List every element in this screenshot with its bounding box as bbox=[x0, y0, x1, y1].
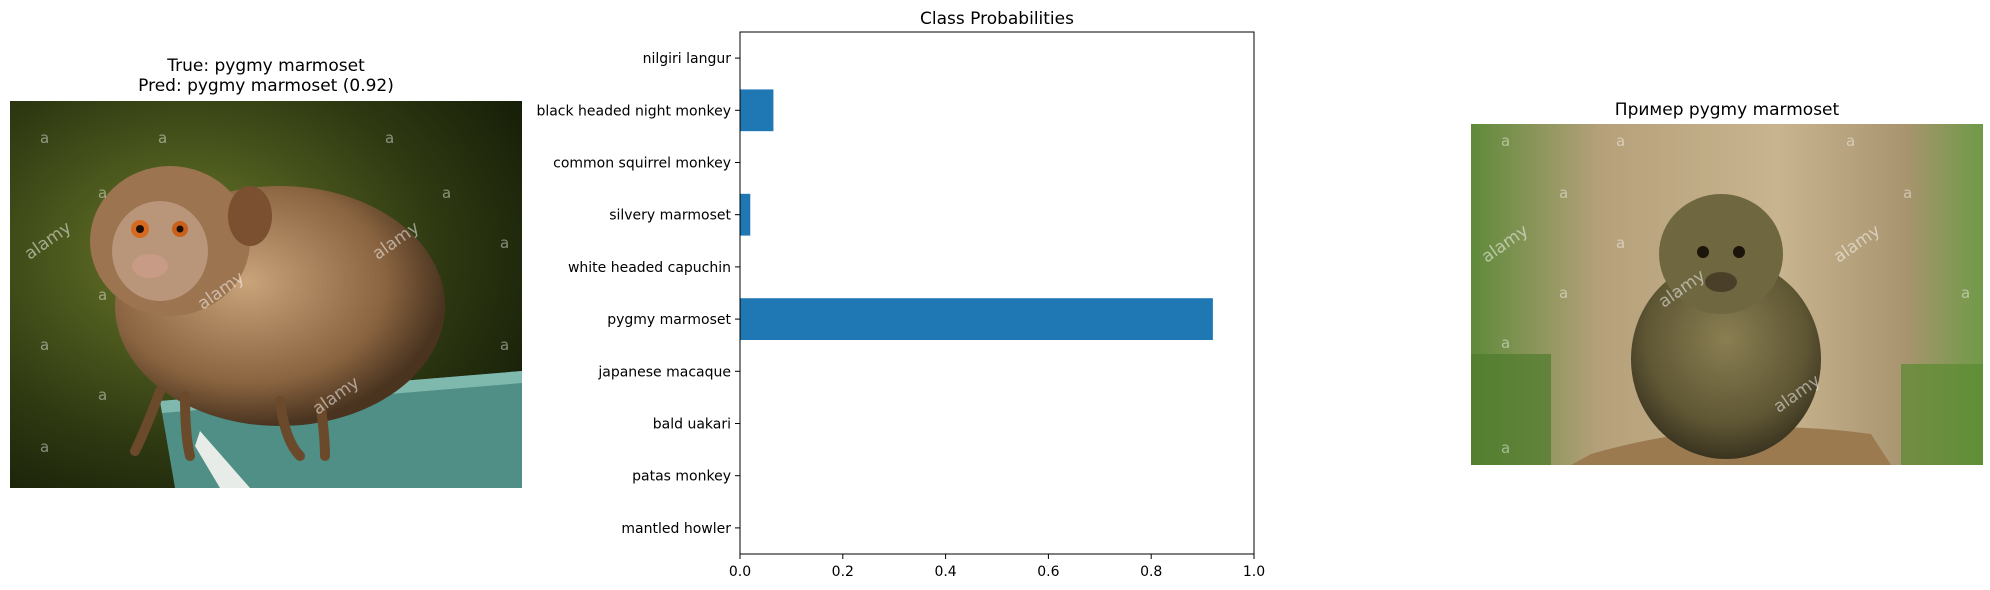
marmoset-example-photo-icon bbox=[1471, 124, 1983, 465]
wm-letter: a bbox=[98, 286, 108, 304]
example-photo: a a a a a a a a a a alamy alamy alamy al… bbox=[1471, 124, 1983, 465]
bar-silvery-marmoset bbox=[740, 193, 751, 236]
wm-letter: a bbox=[1903, 184, 1913, 202]
wm-letter: a bbox=[500, 234, 510, 252]
wm-letter: a bbox=[40, 336, 50, 354]
y-tick-label: nilgiri langur bbox=[643, 51, 732, 67]
y-tick-label: japanese macaque bbox=[597, 364, 731, 380]
wm-letter: a bbox=[1501, 132, 1511, 150]
wm-letter: a bbox=[1961, 284, 1971, 302]
left-panel-title: True: pygmy marmoset Pred: pygmy marmose… bbox=[10, 56, 522, 96]
marmoset-photo-icon bbox=[10, 101, 522, 488]
y-tick-label: common squirrel monkey bbox=[553, 156, 731, 172]
wm-letter: a bbox=[385, 129, 395, 147]
wm-letter: a bbox=[1559, 284, 1569, 302]
wm-letter: a bbox=[1616, 234, 1626, 252]
wm-letter: a bbox=[1846, 132, 1856, 150]
wm-letter: a bbox=[158, 129, 168, 147]
x-tick-label: 0.2 bbox=[832, 564, 854, 580]
wm-letter: a bbox=[442, 184, 452, 202]
wm-letter: a bbox=[1559, 184, 1569, 202]
bar-black-headed-night-monkey bbox=[740, 89, 774, 132]
query-photo: a a a a a a a a a a a alamy alamy alamy … bbox=[10, 101, 522, 488]
wm-letter: a bbox=[1501, 439, 1511, 457]
wm-letter: a bbox=[500, 336, 510, 354]
x-tick-label: 0.4 bbox=[934, 564, 956, 580]
bar-pygmy-marmoset bbox=[740, 298, 1213, 340]
x-tick-label: 0.6 bbox=[1037, 564, 1059, 580]
plot-frame bbox=[739, 31, 1255, 555]
y-tick-label: mantled howler bbox=[621, 521, 731, 537]
pred-label: Pred: pygmy marmoset (0.92) bbox=[138, 76, 394, 96]
y-tick-label: bald uakari bbox=[653, 417, 731, 433]
wm-letter: a bbox=[40, 129, 50, 147]
y-tick-label: black headed night monkey bbox=[536, 103, 731, 119]
wm-letter: a bbox=[1501, 334, 1511, 352]
wm-letter: a bbox=[1616, 132, 1626, 150]
x-tick-label: 0.0 bbox=[729, 564, 751, 580]
y-tick-label: silvery marmoset bbox=[609, 208, 731, 224]
wm-letter: a bbox=[98, 184, 108, 202]
y-tick-label: white headed capuchin bbox=[568, 260, 731, 276]
y-tick-label: patas monkey bbox=[632, 469, 731, 485]
wm-letter: a bbox=[98, 386, 108, 404]
right-panel-title: Пример pygmy marmoset bbox=[1614, 100, 1840, 120]
x-tick-label: 1.0 bbox=[1243, 564, 1265, 580]
true-label: True: pygmy marmoset bbox=[167, 56, 365, 76]
wm-letter: a bbox=[40, 438, 50, 456]
chart-title: Class Probabilities bbox=[920, 9, 1074, 29]
x-tick-label: 0.8 bbox=[1140, 564, 1162, 580]
y-tick-label: pygmy marmoset bbox=[607, 312, 731, 328]
